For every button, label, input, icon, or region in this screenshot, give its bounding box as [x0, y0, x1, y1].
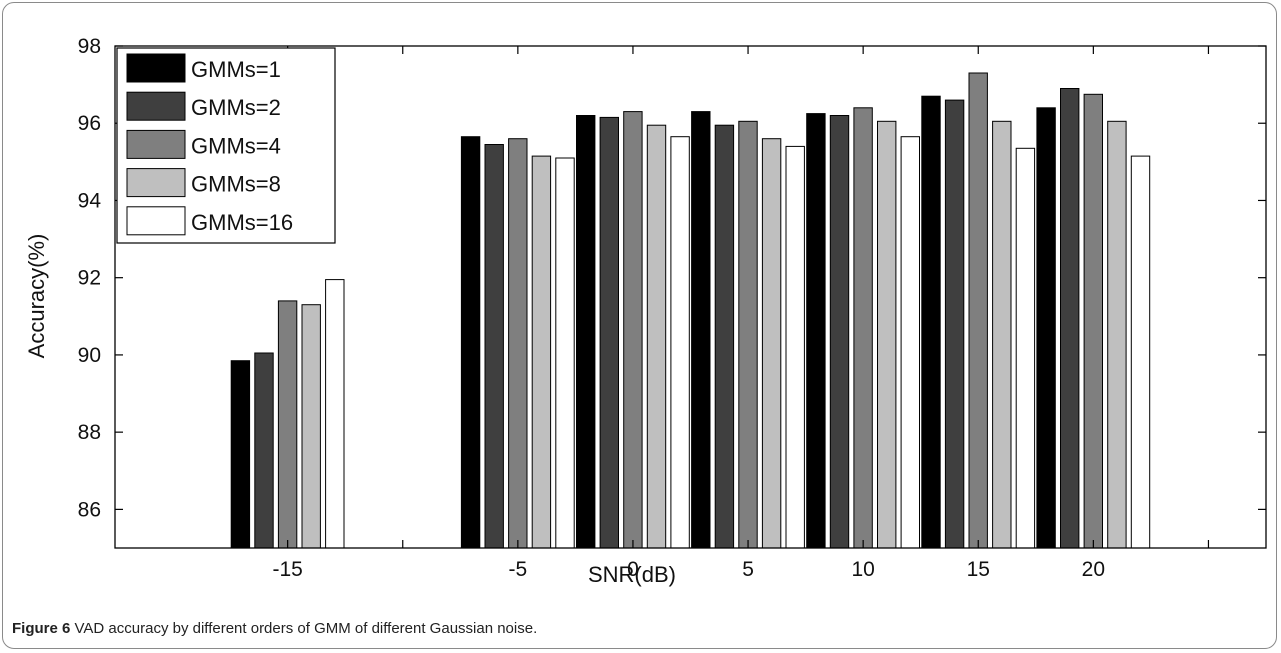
bar-chart: 86 88 90 92 94 96 98 -15 -5 0 5 10 15 20 SNR(dB) Accu… [24, 35, 1267, 587]
legend-swatch [126, 206, 186, 236]
legend-swatch [126, 91, 186, 121]
y-tick-label: 92 [78, 267, 101, 290]
y-tick-label: 94 [78, 189, 102, 212]
bar-gmms-2-15 [944, 99, 965, 549]
bar-gmms-16-10 [900, 136, 920, 549]
plot-area-border [114, 45, 1267, 549]
y-axis-label: Accuracy(%) [24, 234, 49, 359]
bar-gmms-4--15 [277, 300, 298, 549]
x-tick-label: -5 [509, 558, 528, 581]
bar-gmms-1--5 [460, 136, 481, 549]
axes-layer: 86 88 90 92 94 96 98 -15 -5 0 5 10 15 20 [78, 35, 1267, 581]
y-tick-label: 88 [78, 421, 101, 444]
y-tick-label: 90 [78, 344, 101, 367]
y-tick-label: 96 [78, 112, 101, 135]
bar-gmms-16-5 [785, 145, 805, 549]
bar-gmms-16--15 [325, 279, 345, 549]
bar-gmms-8-15 [992, 120, 1012, 549]
bar-gmms-16-20 [1130, 155, 1151, 549]
bar-gmms-1--15 [230, 360, 251, 549]
bar-gmms-2-0 [599, 116, 619, 549]
bar-gmms-1-0 [576, 115, 596, 549]
figure-caption-text: VAD accuracy by different orders of GMM … [74, 620, 534, 637]
legend-swatch [126, 168, 186, 198]
bar-gmms-8-20 [1107, 120, 1127, 549]
bar-gmms-16-0 [670, 136, 690, 549]
x-tick-label: -15 [272, 558, 302, 581]
bar-gmms-8-0 [646, 124, 667, 549]
bar-gmms-16-15 [1015, 147, 1036, 549]
legend-swatch [126, 53, 186, 83]
bar-gmms-4-0 [623, 111, 643, 549]
bar-gmms-2-10 [829, 115, 850, 549]
bar-gmms-4-20 [1083, 93, 1103, 549]
bar-gmms-16--5 [555, 157, 575, 549]
bar-gmms-2--5 [484, 144, 504, 549]
bars-layer [230, 72, 1151, 549]
figure-caption: Figure 6 VAD accuracy by different order… [12, 620, 537, 637]
bar-gmms-2-5 [714, 124, 735, 549]
x-tick-label: 0 [627, 558, 639, 581]
bar-gmms-8-10 [877, 120, 897, 549]
x-tick-label: 15 [967, 558, 990, 581]
legend-label: GMMs=16 [191, 210, 293, 235]
x-tick-label: 5 [742, 558, 754, 581]
bar-gmms-8--5 [531, 155, 552, 549]
legend-label: GMMs=2 [191, 95, 281, 120]
x-tick-label: 10 [851, 558, 874, 581]
x-tick-label: 20 [1082, 558, 1105, 581]
figure-caption-label: Figure 6 [12, 620, 71, 637]
bar-gmms-4-15 [968, 72, 988, 549]
legend-label: GMMs=4 [191, 133, 281, 158]
bar-gmms-1-15 [921, 95, 941, 549]
bar-gmms-4-5 [738, 120, 758, 549]
bar-gmms-8-5 [761, 138, 782, 549]
bar-gmms-1-20 [1036, 107, 1056, 549]
bar-gmms-2-20 [1060, 88, 1080, 549]
y-tick-label: 86 [78, 498, 101, 521]
x-axis-label: SNR(dB) [588, 562, 676, 587]
bar-gmms-1-10 [806, 113, 826, 549]
legend-label: GMMs=1 [191, 57, 281, 82]
bar-gmms-2--15 [254, 352, 274, 549]
bar-gmms-8--15 [301, 304, 321, 549]
legend-swatch [126, 129, 186, 159]
legend-label: GMMs=8 [191, 172, 281, 197]
figure-caption-period: . [533, 620, 538, 637]
y-tick-label: 98 [78, 35, 101, 58]
bar-gmms-4-10 [853, 107, 873, 549]
legend: GMMs=1 GMMs=2 GMMs=4 GMMs=8 GMMs=16 [116, 47, 336, 244]
bar-gmms-4--5 [508, 138, 528, 549]
bar-gmms-1-5 [691, 111, 711, 549]
